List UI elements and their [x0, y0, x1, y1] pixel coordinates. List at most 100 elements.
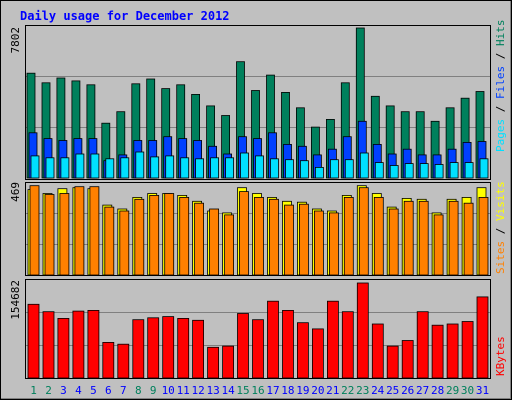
legend-hits: Hits: [494, 20, 507, 47]
bar-sites: [194, 202, 205, 276]
bar-kbytes: [57, 317, 70, 379]
bar-kbytes: [461, 321, 474, 379]
bar-sites: [59, 193, 70, 276]
x-tick-label: 30: [461, 384, 474, 397]
bar-pages: [359, 152, 369, 179]
bar-sites: [29, 185, 40, 276]
x-tick-label: 22: [341, 384, 354, 397]
x-tick-label: 18: [281, 384, 294, 397]
x-tick-label: 20: [311, 384, 324, 397]
bar-sites: [119, 210, 130, 276]
bar-pages: [449, 162, 459, 179]
bar-sites: [418, 200, 429, 276]
x-tick-label: 8: [135, 384, 142, 397]
bar-kbytes: [222, 345, 235, 379]
bar-pages: [464, 162, 474, 179]
bar-pages: [165, 155, 175, 179]
y-max-label-visits: 469: [9, 182, 22, 202]
bar-pages: [344, 159, 354, 179]
bar-sites: [74, 186, 85, 276]
bar-pages: [329, 159, 339, 179]
bar-kbytes: [27, 303, 40, 379]
bar-pages: [135, 151, 145, 179]
bar-kbytes: [87, 309, 100, 379]
bar-sites: [388, 208, 399, 276]
legend-kbytes: KBytes: [494, 336, 507, 376]
x-tick-label: 19: [296, 384, 309, 397]
bar-kbytes: [371, 323, 384, 379]
panel-kbytes: [25, 279, 491, 379]
x-tick-label: 16: [251, 384, 264, 397]
x-tick-label: 11: [177, 384, 190, 397]
bar-kbytes: [326, 300, 339, 379]
x-tick-label: 28: [431, 384, 444, 397]
bar-sites: [313, 210, 324, 276]
bar-pages: [225, 157, 235, 179]
bar-sites: [254, 196, 264, 276]
bar-kbytes: [102, 341, 115, 379]
legend-files: Files: [494, 66, 507, 99]
legend-pages: Pages: [494, 119, 507, 152]
bar-pages: [105, 158, 115, 179]
bar-sites: [463, 202, 474, 276]
bar-pages: [180, 157, 190, 179]
bar-pages: [434, 164, 444, 179]
bar-kbytes: [446, 323, 459, 379]
legend-visits-sites: Sites / Visits: [494, 181, 507, 274]
bar-pages: [45, 157, 55, 179]
legend-separator: /: [494, 221, 507, 241]
bar-kbytes: [267, 300, 279, 379]
bar-kbytes: [42, 311, 55, 379]
x-tick-label: 12: [191, 384, 204, 397]
x-tick-label: 13: [206, 384, 219, 397]
bar-sites: [179, 196, 190, 276]
bar-kbytes: [401, 340, 414, 379]
bar-kbytes: [476, 296, 489, 379]
bar-pages: [314, 166, 324, 179]
x-tick-label: 3: [60, 384, 67, 397]
bar-pages: [389, 165, 399, 179]
bar-kbytes: [117, 343, 130, 379]
bar-kbytes: [147, 317, 160, 379]
bar-sites: [44, 194, 55, 276]
x-axis-labels: 1 2 3 4 5 6 7 8 9 10 11 12 13 14 15 16 17 18 19 20 21 22 23 24 2…: [30, 384, 489, 397]
bar-pages: [299, 160, 309, 179]
bar-kbytes: [282, 309, 294, 379]
bar-sites: [448, 200, 459, 276]
x-tick-label: 6: [105, 384, 112, 397]
bar-pages: [404, 163, 414, 179]
bar-pages: [120, 157, 130, 179]
bar-sites: [373, 196, 384, 276]
bar-sites: [104, 206, 115, 276]
x-tick-label: 26: [401, 384, 414, 397]
x-tick-label: 10: [162, 384, 175, 397]
x-tick-label: 31: [476, 384, 489, 397]
x-tick-label: 9: [150, 384, 157, 397]
x-tick-label: 4: [75, 384, 82, 397]
legend-sites: Sites: [494, 241, 507, 274]
bar-kbytes: [416, 311, 429, 379]
bar-kbytes: [386, 345, 399, 379]
bar-pages: [270, 158, 279, 179]
bar-sites: [433, 214, 444, 276]
bar-kbytes: [132, 319, 145, 379]
legend-separator: /: [494, 99, 507, 119]
x-tick-label: 5: [90, 384, 97, 397]
y-max-label-kbytes: 154682: [9, 280, 22, 320]
bar-sites: [209, 208, 220, 276]
bar-pages: [240, 152, 249, 179]
bar-sites: [134, 198, 145, 276]
bar-sites: [269, 198, 279, 276]
x-tick-label: 24: [371, 384, 385, 397]
bar-sites: [224, 214, 235, 276]
bar-pages: [60, 157, 70, 179]
bar-sites: [358, 187, 369, 276]
bar-kbytes: [311, 328, 324, 379]
bar-kbytes: [341, 311, 354, 379]
chart-title: Daily usage for December 2012: [20, 9, 230, 23]
x-tick-label: 23: [356, 384, 369, 397]
bar-kbytes: [192, 319, 205, 379]
bars-hits-files-pages: [26, 27, 489, 179]
bar-pages: [90, 153, 100, 179]
